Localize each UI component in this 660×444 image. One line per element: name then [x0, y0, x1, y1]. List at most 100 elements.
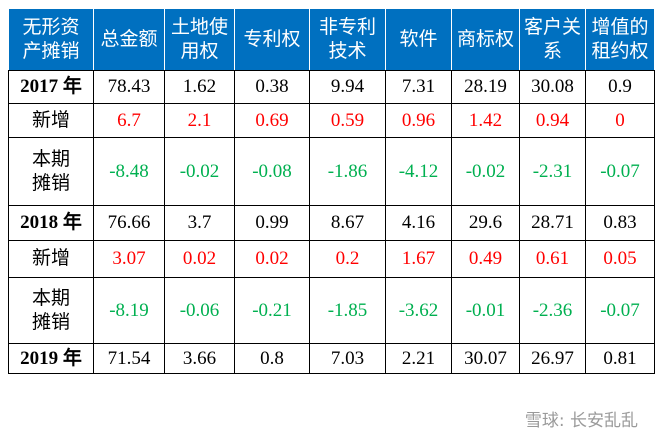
value-cell: 78.43 [93, 70, 165, 104]
row-label: 2019 年 [8, 343, 94, 374]
table-row: 2019 年 71.54 3.66 0.8 7.03 2.21 30.07 26.97 0.81 [8, 343, 655, 374]
value-cell: 0.49 [451, 240, 520, 278]
cell-line: 增值的 [591, 16, 649, 38]
cell-line: 商标权 [456, 28, 514, 50]
value-cell: -2.31 [519, 137, 586, 206]
value-cell: 3.07 [93, 240, 165, 278]
cell-line: 产摊销 [22, 40, 80, 62]
row-label: 本期 摊销 [8, 277, 94, 344]
header-cell: 增值的 租约权 [585, 8, 655, 71]
header-cell: 商标权 [451, 8, 520, 71]
value-cell: 1.62 [164, 70, 235, 104]
value-cell: -8.19 [93, 277, 165, 344]
row-label: 新增 [8, 103, 94, 138]
value-cell: 26.97 [519, 343, 586, 374]
value-cell: 0.38 [234, 70, 310, 104]
value-cell: 0.81 [585, 343, 655, 374]
value-cell: 29.6 [451, 205, 520, 241]
value-cell: -8.48 [93, 137, 165, 206]
table-row: 2017 年 78.43 1.62 0.38 9.94 7.31 28.19 30.08 0.9 [8, 70, 655, 104]
row-label: 2018 年 [8, 205, 94, 241]
header-cell: 非专利 技术 [309, 8, 386, 71]
value-cell: 4.16 [385, 205, 452, 241]
value-cell: -0.01 [451, 277, 520, 344]
cell-line: 本期 [31, 287, 70, 309]
value-cell: 0.8 [234, 343, 310, 374]
value-cell: 8.67 [309, 205, 386, 241]
value-cell: 0.96 [385, 103, 452, 138]
value-cell: 30.08 [519, 70, 586, 104]
value-cell: -0.07 [585, 137, 655, 206]
header-cell: 无形资 产摊销 [8, 8, 94, 71]
value-cell: 0.99 [234, 205, 310, 241]
cell-line: 非专利 [318, 16, 376, 38]
cell-line: 系 [542, 40, 562, 62]
value-cell: 0.61 [519, 240, 586, 278]
cell-line: 技术 [328, 40, 367, 62]
cell-line: 新增 [31, 109, 70, 131]
value-cell: 71.54 [93, 343, 165, 374]
table-row: 本期 摊销 -8.48 -0.02 -0.08 -1.86 -4.12 -0.02 -2.31-… [8, 137, 655, 206]
value-cell: 0.69 [234, 103, 310, 138]
value-cell: 7.31 [385, 70, 452, 104]
value-cell: -3.62 [385, 277, 452, 344]
value-cell: 0.9 [585, 70, 655, 104]
cell-line: 土地使 [170, 16, 228, 38]
value-cell: -0.06 [164, 277, 235, 344]
value-cell: 0.05 [585, 240, 655, 278]
value-cell: 1.67 [385, 240, 452, 278]
value-cell: 0.59 [309, 103, 386, 138]
value-cell: 1.42 [451, 103, 520, 138]
table-row: 2018 年 76.66 3.7 0.99 8.67 4.16 29.6 28.71 0.83 [8, 205, 655, 241]
cell-line: 2018 年 [20, 212, 82, 233]
value-cell: -0.08 [234, 137, 310, 206]
value-cell: 0.02 [164, 240, 235, 278]
value-cell: 2.21 [385, 343, 452, 374]
cell-line: 摊销 [31, 172, 70, 194]
value-cell: 76.66 [93, 205, 165, 241]
value-cell: 0.02 [234, 240, 310, 278]
cell-line: 2019 年 [20, 347, 82, 369]
table-row: 新增 3.07 0.02 0.02 0.2 1.67 0.49 0.61 0.05 [8, 240, 655, 278]
cell-line: 专利权 [243, 28, 301, 50]
value-cell: -0.02 [164, 137, 235, 206]
cell-line: 客户关 [523, 16, 581, 38]
data-table: 无形资 产摊销 总金额 土地使 用权 专利权 非专利 技术 软件 商标权 客户关系增值的 租约权 201… [8, 8, 655, 374]
value-cell: 0.94 [519, 103, 586, 138]
cell-line: 摊销 [31, 311, 70, 333]
value-cell: -0.02 [451, 137, 520, 206]
value-cell: -0.07 [585, 277, 655, 344]
header-cell: 土地使 用权 [164, 8, 235, 71]
header-row: 无形资 产摊销 总金额 土地使 用权 专利权 非专利 技术 软件 商标权 客户关系增值的 租约权 [8, 8, 655, 71]
cell-line: 租约权 [591, 40, 649, 62]
header-cell: 客户关系 [519, 8, 586, 71]
row-label: 2017 年 [8, 70, 94, 104]
row-label: 新增 [8, 240, 94, 278]
value-cell: -4.12 [385, 137, 452, 206]
value-cell: 7.03 [309, 343, 386, 374]
value-cell: -0.21 [234, 277, 310, 344]
cell-line: 本期 [31, 148, 70, 170]
value-cell: 3.7 [164, 205, 235, 241]
cell-line: 新增 [31, 248, 70, 269]
table-row: 新增 6.7 2.1 0.69 0.59 0.96 1.42 0.94 0 [8, 103, 655, 138]
header-cell: 软件 [385, 8, 452, 71]
value-cell: 3.66 [164, 343, 235, 374]
value-cell: -1.85 [309, 277, 386, 344]
row-label: 本期 摊销 [8, 137, 94, 206]
value-cell: 0.2 [309, 240, 386, 278]
value-cell: 28.71 [519, 205, 586, 241]
value-cell: 6.7 [93, 103, 165, 138]
value-cell: 2.1 [164, 103, 235, 138]
cell-line: 总金额 [100, 28, 158, 50]
watermark: 雪球: 长安乱乱 [524, 411, 638, 431]
value-cell: -1.86 [309, 137, 386, 206]
cell-line: 用权 [180, 40, 219, 62]
value-cell: -2.36 [519, 277, 586, 344]
header-cell: 专利权 [234, 8, 310, 71]
value-cell: 30.07 [451, 343, 520, 374]
cell-line: 软件 [399, 28, 438, 50]
table-row: 本期 摊销 -8.19 -0.06 -0.21 -1.85 -3.62 -0.01 -2.36-… [8, 277, 655, 344]
value-cell: 9.94 [309, 70, 386, 104]
